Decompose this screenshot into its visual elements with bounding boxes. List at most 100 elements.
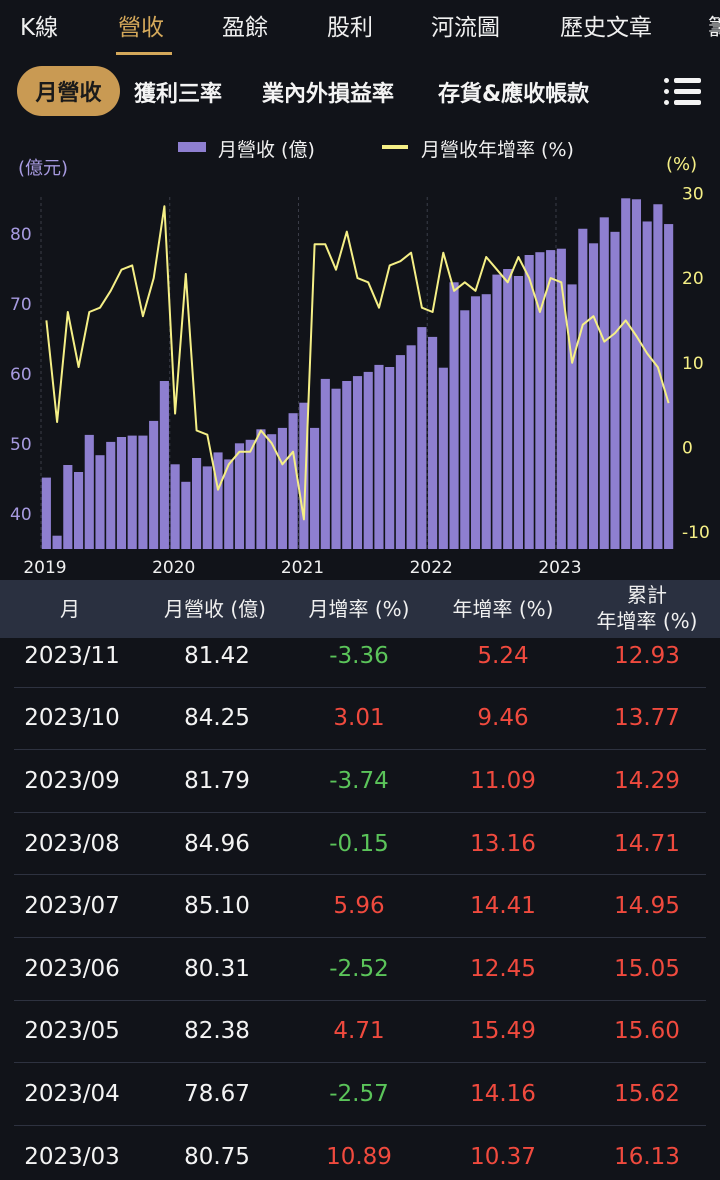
revenue-bar [513,276,523,549]
revenue-bar [352,376,363,549]
tab-dividend[interactable]: 股利 [327,15,373,41]
revenue-bar [524,255,534,549]
tab-river-chart[interactable]: 河流圖 [431,15,500,41]
header-cum-line1: 累計 [627,583,667,607]
left-tick-label: 80 [10,225,32,245]
subtab-non-operating-ratio[interactable]: 業內外損益率 [262,82,395,107]
yoy-cell: 14.41 [470,893,536,920]
month-cell: 2023/04 [24,1080,120,1107]
revenue-bar [320,378,330,549]
right-axis-unit: (%) [666,154,698,175]
mom-cell: -2.52 [329,955,389,982]
table-row[interactable]: 2023/08 84.96 -0.15 13.16 14.71 [14,813,706,876]
revenue-table: 2023/11 81.42 -3.36 5.24 12.93 2023/10 84.25 3.… [0,638,720,1180]
subtab-inventory-receivables[interactable]: 存貨&應收帳款 [438,82,590,107]
legend-line-swatch [382,145,408,149]
revenue-bar [159,381,169,549]
tab-revenue[interactable]: 營收 [118,15,164,41]
table-row[interactable]: 2023/06 80.31 -2.52 12.45 15.05 [14,938,706,1001]
mom-cell: -0.15 [329,830,389,857]
revenue-cell: 84.96 [184,830,250,857]
revenue-bar [503,269,513,549]
table-row[interactable]: 2023/03 80.75 10.89 10.37 16.13 [14,1126,706,1180]
tab-more-partial[interactable]: 籌 [708,15,720,41]
yoy-cell: 11.09 [470,767,536,794]
mom-cell: 10.89 [326,1143,392,1170]
tab-earnings[interactable]: 盈餘 [222,15,268,41]
revenue-bar [84,434,94,549]
x-tick-label: 2021 [281,558,324,578]
right-tick-label: 20 [682,269,704,289]
cum-cell: 14.71 [614,830,680,857]
revenue-bar [116,437,127,549]
revenue-bar [256,429,266,549]
revenue-bar [73,472,84,549]
mom-cell: 5.96 [333,893,385,920]
revenue-bar [95,455,105,549]
table-row[interactable]: 2023/04 78.67 -2.57 14.16 15.62 [14,1063,706,1126]
table-row[interactable]: 2023/11 81.42 -3.36 5.24 12.93 [14,625,706,688]
cum-cell: 14.29 [614,767,680,794]
yoy-cell: 9.46 [477,705,529,732]
tab-history-articles[interactable]: 歷史文章 [560,15,652,41]
revenue-cell: 80.75 [184,1143,250,1170]
header-cum-line2: 年增率 (%) [596,609,698,633]
revenue-bar [277,427,287,549]
header-yoy: 年增率 (%) [452,597,554,621]
revenue-bar [610,231,620,549]
month-cell: 2023/07 [24,893,120,920]
left-axis-unit: (億元) [18,158,69,179]
subtab-monthly-revenue[interactable]: 月營收 [17,66,120,116]
tab-kline[interactable]: K線 [20,15,59,41]
revenue-bar [470,296,481,549]
month-cell: 2023/11 [24,642,120,669]
revenue-bar [310,427,320,549]
revenue-bar [192,458,202,549]
revenue-cell: 85.10 [184,893,250,920]
revenue-bar [127,435,137,549]
revenue-bar [621,198,631,550]
subtab-profit-margins[interactable]: 獲利三率 [134,82,223,107]
revenue-bar [224,459,234,549]
revenue-bar [63,465,73,549]
revenue-cell: 81.42 [184,642,250,669]
yoy-growth-line [45,205,670,521]
x-tick-label: 2019 [23,558,66,578]
table-row[interactable]: 2023/05 82.38 4.71 15.49 15.60 [14,1001,706,1064]
right-tick-label: 10 [682,354,704,374]
yoy-cell: 13.16 [470,830,536,857]
left-tick-label: 70 [10,295,32,315]
revenue-bar [535,252,545,549]
table-row[interactable]: 2023/10 84.25 3.01 9.46 13.77 [14,688,706,751]
header-month: 月 [60,597,80,621]
header-revenue: 月營收 (億) [164,597,266,621]
month-cell: 2023/06 [24,955,120,982]
list-menu-icon[interactable] [664,78,702,106]
revenue-cell: 84.25 [184,705,250,732]
revenue-cell: 82.38 [184,1018,250,1045]
revenue-bar [449,282,459,549]
revenue-chart: 月營收 (億) 月營收年增率 (%) (億元) (%) 40 50 60 70 80 30… [0,125,720,580]
revenue-bar [460,310,470,549]
x-tick-label: 2020 [152,558,195,578]
left-tick-label: 60 [10,365,32,385]
yoy-cell: 15.49 [470,1018,536,1045]
x-tick-label: 2022 [410,558,453,578]
revenue-bar [170,464,180,549]
revenue-bar [288,413,298,549]
mom-cell: -3.36 [329,642,389,669]
revenue-bar [588,243,599,549]
table-row[interactable]: 2023/09 81.79 -3.74 11.09 14.29 [14,750,706,813]
revenue-bar [331,388,341,549]
right-tick-label: 30 [682,184,704,204]
x-tick-label: 2023 [538,558,581,578]
revenue-cell: 81.79 [184,767,250,794]
cum-cell: 14.95 [614,893,680,920]
legend-bar-label: 月營收 (億) [218,139,315,161]
table-row[interactable]: 2023/07 85.10 5.96 14.41 14.95 [14,875,706,938]
month-cell: 2023/03 [24,1143,120,1170]
revenue-bar [234,443,245,549]
revenue-cell: 80.31 [184,955,250,982]
revenue-bar [363,371,373,549]
right-tick-label: 0 [682,438,693,458]
